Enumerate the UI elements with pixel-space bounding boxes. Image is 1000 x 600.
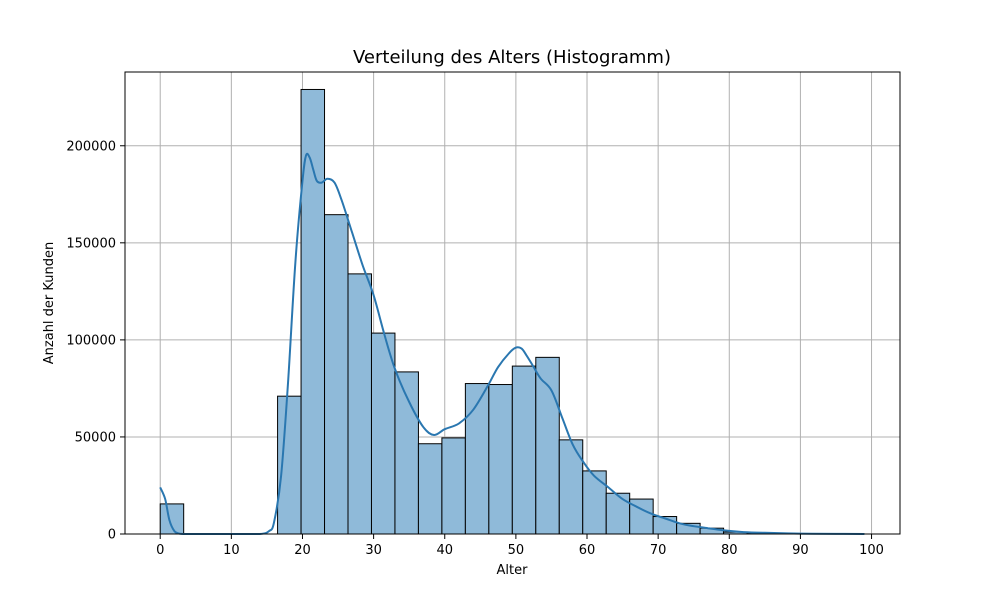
histogram-bar: [488, 384, 513, 535]
histogram-bar: [441, 437, 466, 535]
x-tick-label: 10: [223, 543, 240, 558]
x-tick-label: 90: [792, 543, 809, 558]
y-axis-label: Anzahl der Kunden: [42, 242, 57, 364]
histogram-bar: [347, 273, 372, 535]
chart-title: Verteilung des Alters (Histogramm): [353, 47, 671, 68]
histogram-bar: [159, 503, 185, 535]
x-tick-label: 40: [436, 543, 453, 558]
x-tick-label: 20: [294, 543, 311, 558]
x-tick-label: 70: [650, 543, 667, 558]
histogram-bar: [511, 365, 537, 535]
kde-curve-layer: [159, 152, 865, 536]
y-tick-label: 150000: [66, 236, 116, 251]
histogram-bar: [558, 439, 584, 535]
histogram-bar: [605, 492, 631, 535]
y-axis-ticks: 0 50000 100000 150000 200000: [66, 139, 125, 543]
x-axis-label: Alter: [497, 563, 529, 578]
kde-line: [159, 152, 865, 536]
x-tick-label: 50: [508, 543, 525, 558]
x-tick-label: 30: [365, 543, 382, 558]
histogram-bar: [300, 88, 326, 535]
histogram-bar: [582, 470, 607, 535]
histogram-bar: [324, 214, 349, 535]
x-tick-label: 60: [579, 543, 596, 558]
y-tick-label: 200000: [66, 139, 116, 154]
x-tick-label: 100: [859, 543, 884, 558]
histogram-bar: [464, 383, 490, 535]
y-tick-label: 50000: [75, 430, 116, 445]
plot-frame: [124, 71, 901, 535]
histogram-bar: [370, 332, 396, 535]
x-tick-label: 0: [156, 543, 164, 558]
y-tick-label: 0: [108, 528, 116, 543]
x-axis-ticks: 0 10 20 30 40 50 60 70 80 90 100: [156, 534, 884, 558]
y-tick-label: 100000: [66, 333, 116, 348]
histogram-bar: [417, 443, 443, 535]
histogram-bars: [159, 88, 865, 535]
x-tick-label: 80: [721, 543, 738, 558]
